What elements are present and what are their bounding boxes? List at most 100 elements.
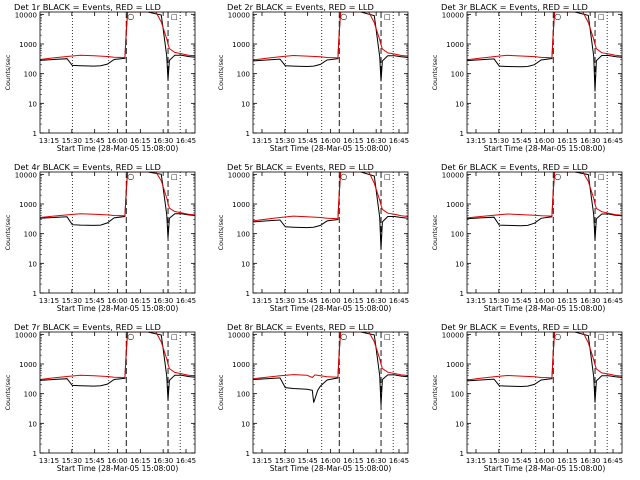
x-tick-label: 16:15 bbox=[557, 457, 577, 465]
y-tick-label: 100 bbox=[237, 231, 250, 239]
x-tick-label: 13:15 bbox=[466, 137, 486, 145]
y-tick-label: 100 bbox=[451, 71, 464, 79]
marker-square: □ bbox=[171, 13, 178, 21]
x-tick-label: 15:45 bbox=[85, 137, 105, 145]
x-tick-label: 16:45 bbox=[603, 457, 623, 465]
chart-panel-1: Det 1r BLACK = Events, RED = LLD○ □ 1 10 100… bbox=[4, 2, 196, 153]
y-tick-label: 1 bbox=[246, 450, 250, 458]
panel-title: Det 7r BLACK = Events, RED = LLD bbox=[14, 322, 161, 332]
chart-panel-7: Det 7r BLACK = Events, RED = LLD○ □ 1 10 100… bbox=[4, 322, 196, 473]
x-tick-label: 15:45 bbox=[512, 457, 532, 465]
x-tick-label: 16:15 bbox=[557, 137, 577, 145]
series-line-events bbox=[40, 172, 195, 239]
y-tick-label: 1 bbox=[460, 450, 464, 458]
y-axis-label: Counts/sec bbox=[431, 374, 439, 410]
x-tick-label: 16:00 bbox=[534, 457, 554, 465]
y-tick-label: 10000 bbox=[15, 331, 37, 339]
marker-circle: ○ bbox=[340, 332, 347, 341]
panel-title: Det 1r BLACK = Events, RED = LLD bbox=[14, 2, 161, 12]
panel-title: Det 4r BLACK = Events, RED = LLD bbox=[14, 162, 161, 172]
panel-title: Det 8r BLACK = Events, RED = LLD bbox=[227, 322, 374, 332]
x-tick-label: 16:45 bbox=[176, 297, 196, 305]
y-tick-label: 10000 bbox=[228, 331, 250, 339]
x-tick-label: 15:30 bbox=[489, 457, 509, 465]
y-tick-label: 1 bbox=[246, 130, 250, 138]
x-tick-label: 16:45 bbox=[389, 297, 409, 305]
x-tick-label: 16:00 bbox=[534, 137, 554, 145]
x-tick-label: 15:45 bbox=[298, 457, 318, 465]
x-tick-label: 16:45 bbox=[603, 137, 623, 145]
x-tick-label: 16:30 bbox=[153, 457, 173, 465]
marker-square: □ bbox=[598, 173, 605, 181]
y-tick-label: 10000 bbox=[15, 171, 37, 179]
x-tick-label: 13:15 bbox=[39, 297, 59, 305]
y-tick-label: 10 bbox=[28, 260, 37, 268]
panel-title: Det 9r BLACK = Events, RED = LLD bbox=[441, 322, 588, 332]
y-tick-label: 1000 bbox=[19, 361, 37, 369]
y-tick-label: 100 bbox=[24, 71, 37, 79]
series-line-events bbox=[467, 12, 622, 92]
chart-panel-9: Det 9r BLACK = Events, RED = LLD○ □ 1 10 100… bbox=[431, 322, 623, 473]
x-tick-label: 16:30 bbox=[366, 137, 386, 145]
marker-circle: ○ bbox=[340, 172, 347, 181]
x-tick-label: 16:30 bbox=[153, 297, 173, 305]
series-line-lld bbox=[40, 332, 195, 380]
x-tick-label: 16:30 bbox=[153, 137, 173, 145]
series-line-lld bbox=[40, 12, 195, 60]
y-axis-label: Counts/sec bbox=[4, 214, 12, 250]
x-tick-label: 16:30 bbox=[366, 297, 386, 305]
y-tick-label: 1000 bbox=[19, 201, 37, 209]
panel-frame bbox=[466, 331, 623, 454]
x-tick-label: 13:15 bbox=[252, 137, 272, 145]
x-tick-label: 15:45 bbox=[85, 297, 105, 305]
x-tick-label: 15:45 bbox=[512, 137, 532, 145]
marker-square: □ bbox=[598, 13, 605, 21]
marker-square: □ bbox=[598, 333, 605, 341]
y-tick-label: 10 bbox=[241, 100, 250, 108]
y-tick-label: 10000 bbox=[442, 11, 464, 19]
chart-panel-8: Det 8r BLACK = Events, RED = LLD○ □ 1 10 100… bbox=[217, 322, 409, 473]
series-line-lld bbox=[467, 172, 622, 219]
series-line-events bbox=[40, 12, 195, 81]
x-tick-label: 16:15 bbox=[130, 457, 150, 465]
x-tick-label: 16:30 bbox=[580, 297, 600, 305]
marker-circle: ○ bbox=[127, 172, 134, 181]
x-tick-label: 15:30 bbox=[489, 297, 509, 305]
series-line-lld bbox=[253, 332, 408, 380]
panel-title: Det 6r BLACK = Events, RED = LLD bbox=[441, 162, 588, 172]
y-tick-label: 10 bbox=[241, 420, 250, 428]
x-axis-label: Start Time (28-Mar-05 15:08:00) bbox=[270, 304, 392, 313]
panel-frame bbox=[466, 171, 623, 294]
x-tick-label: 15:30 bbox=[275, 457, 295, 465]
marker-circle: ○ bbox=[554, 172, 561, 181]
y-axis-label: Counts/sec bbox=[217, 374, 225, 410]
y-tick-label: 1000 bbox=[19, 41, 37, 49]
y-tick-label: 100 bbox=[451, 391, 464, 399]
x-axis-label: Start Time (28-Mar-05 15:08:00) bbox=[484, 464, 606, 473]
panel-title: Det 5r BLACK = Events, RED = LLD bbox=[227, 162, 374, 172]
panel-title: Det 3r BLACK = Events, RED = LLD bbox=[441, 2, 588, 12]
marker-square: □ bbox=[171, 173, 178, 181]
x-tick-label: 13:15 bbox=[39, 137, 59, 145]
panel-frame bbox=[466, 11, 623, 134]
series-line-lld bbox=[467, 12, 622, 61]
x-tick-label: 16:45 bbox=[603, 297, 623, 305]
x-tick-label: 16:30 bbox=[580, 137, 600, 145]
marker-square: □ bbox=[384, 333, 391, 341]
x-axis-label: Start Time (28-Mar-05 15:08:00) bbox=[57, 464, 179, 473]
x-tick-label: 15:30 bbox=[275, 137, 295, 145]
x-tick-label: 15:45 bbox=[512, 297, 532, 305]
y-tick-label: 1000 bbox=[232, 201, 250, 209]
x-tick-label: 13:15 bbox=[466, 297, 486, 305]
x-tick-label: 16:15 bbox=[130, 137, 150, 145]
series-line-lld bbox=[467, 332, 622, 381]
panel-frame bbox=[252, 331, 409, 454]
series-line-events bbox=[467, 332, 622, 403]
panel-frame bbox=[39, 171, 196, 294]
panel-frame bbox=[39, 331, 196, 454]
y-tick-label: 10000 bbox=[442, 331, 464, 339]
x-tick-label: 16:00 bbox=[107, 297, 127, 305]
x-tick-label: 16:15 bbox=[557, 297, 577, 305]
x-tick-label: 15:30 bbox=[62, 297, 82, 305]
